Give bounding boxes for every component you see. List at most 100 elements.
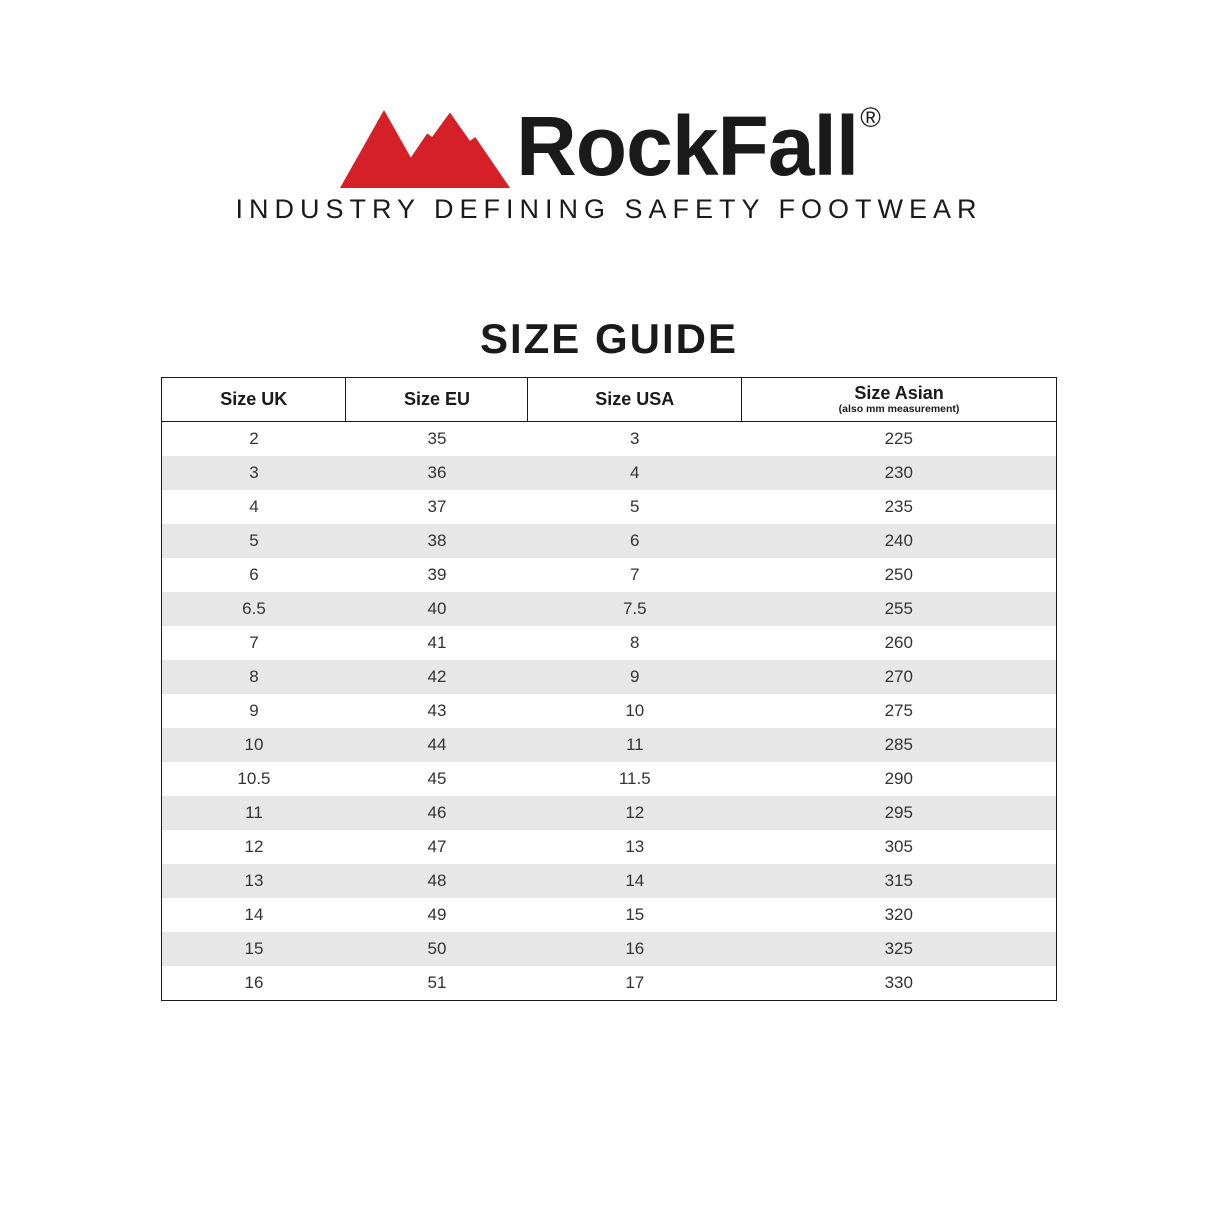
column-header-sublabel: (also mm measurement) [746,404,1052,415]
table-cell: 275 [742,694,1057,728]
table-cell: 3 [528,421,742,456]
table-row: 104411285 [162,728,1057,762]
table-cell: 240 [742,524,1057,558]
table-row: 8429270 [162,660,1057,694]
table-row: 144915320 [162,898,1057,932]
table-cell: 46 [346,796,528,830]
table-cell: 45 [346,762,528,796]
column-header-label: Size EU [404,389,470,409]
page-title: SIZE GUIDE [480,315,738,363]
table-cell: 6.5 [162,592,346,626]
table-header-row: Size UK Size EU Size USA Size Asian(also mm… [162,378,1057,422]
table-cell: 295 [742,796,1057,830]
table-cell: 15 [162,932,346,966]
table-cell: 10 [162,728,346,762]
table-row: 124713305 [162,830,1057,864]
table-cell: 17 [528,966,742,1001]
table-cell: 38 [346,524,528,558]
table-cell: 255 [742,592,1057,626]
brand-tagline: INDUSTRY DEFINING SAFETY FOOTWEAR [235,194,982,225]
table-cell: 9 [528,660,742,694]
table-cell: 7 [162,626,346,660]
table-cell: 5 [528,490,742,524]
table-row: 134814315 [162,864,1057,898]
table-cell: 35 [346,421,528,456]
table-cell: 39 [346,558,528,592]
table-cell: 41 [346,626,528,660]
table-cell: 11.5 [528,762,742,796]
table-cell: 9 [162,694,346,728]
column-header: Size EU [346,378,528,422]
registered-mark: ® [860,102,880,133]
column-header: Size UK [162,378,346,422]
table-cell: 10 [528,694,742,728]
table-cell: 7.5 [528,592,742,626]
table-row: 94310275 [162,694,1057,728]
table-cell: 43 [346,694,528,728]
table-cell: 36 [346,456,528,490]
table-cell: 44 [346,728,528,762]
table-row: 165117330 [162,966,1057,1001]
column-header: Size Asian(also mm measurement) [742,378,1057,422]
table-cell: 11 [162,796,346,830]
table-row: 2353225 [162,421,1057,456]
table-cell: 16 [162,966,346,1001]
table-row: 6397250 [162,558,1057,592]
table-row: 155016325 [162,932,1057,966]
table-cell: 260 [742,626,1057,660]
table-cell: 230 [742,456,1057,490]
brand-name-text: RockFall [516,99,858,193]
table-cell: 12 [162,830,346,864]
column-header-label: Size USA [595,389,674,409]
table-cell: 270 [742,660,1057,694]
table-row: 4375235 [162,490,1057,524]
table-cell: 2 [162,421,346,456]
table-cell: 4 [162,490,346,524]
table-body: 235322533642304375235538624063972506.540… [162,421,1057,1000]
table-row: 3364230 [162,456,1057,490]
table-cell: 250 [742,558,1057,592]
column-header-label: Size Asian [854,383,943,403]
table-cell: 8 [162,660,346,694]
size-guide-table: Size UK Size EU Size USA Size Asian(also mm… [161,377,1057,1001]
table-cell: 8 [528,626,742,660]
table-cell: 285 [742,728,1057,762]
table-row: 10.54511.5290 [162,762,1057,796]
table-row: 6.5407.5255 [162,592,1057,626]
table-row: 7418260 [162,626,1057,660]
table-cell: 12 [528,796,742,830]
table-cell: 3 [162,456,346,490]
table-cell: 320 [742,898,1057,932]
table-cell: 13 [528,830,742,864]
table-cell: 40 [346,592,528,626]
column-header: Size USA [528,378,742,422]
logo-row: RockFall® [340,100,878,188]
table-cell: 14 [162,898,346,932]
table-cell: 16 [528,932,742,966]
table-cell: 10.5 [162,762,346,796]
brand-name: RockFall® [516,104,878,188]
table-cell: 290 [742,762,1057,796]
table-cell: 225 [742,421,1057,456]
table-header: Size UK Size EU Size USA Size Asian(also mm… [162,378,1057,422]
table-cell: 50 [346,932,528,966]
table-cell: 7 [528,558,742,592]
size-guide-table-wrap: Size UK Size EU Size USA Size Asian(also mm… [161,377,1057,1001]
brand-header: RockFall® INDUSTRY DEFINING SAFETY FOOTW… [235,100,982,225]
table-row: 5386240 [162,524,1057,558]
table-cell: 235 [742,490,1057,524]
table-cell: 5 [162,524,346,558]
table-cell: 11 [528,728,742,762]
table-cell: 14 [528,864,742,898]
table-cell: 305 [742,830,1057,864]
table-cell: 4 [528,456,742,490]
table-cell: 48 [346,864,528,898]
table-cell: 42 [346,660,528,694]
mountain-logo-icon [340,100,510,188]
table-cell: 15 [528,898,742,932]
table-cell: 330 [742,966,1057,1001]
table-cell: 6 [162,558,346,592]
table-cell: 325 [742,932,1057,966]
table-cell: 315 [742,864,1057,898]
table-cell: 51 [346,966,528,1001]
